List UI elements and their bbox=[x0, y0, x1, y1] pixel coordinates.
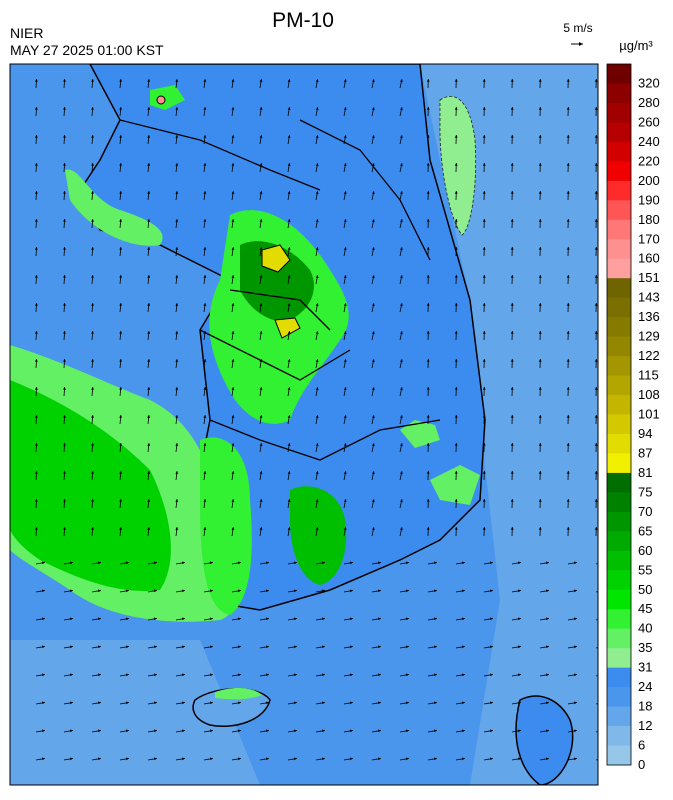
colorbar-swatch bbox=[607, 512, 631, 532]
colorbar-swatch bbox=[607, 83, 631, 103]
colorbar-swatch bbox=[607, 181, 631, 201]
colorbar-label: 180 bbox=[638, 212, 660, 227]
agency: NIER bbox=[10, 25, 43, 41]
colorbar-swatch bbox=[607, 103, 631, 123]
colorbar: 3202802602402202001901801701601511431361… bbox=[607, 64, 660, 772]
colorbar-label: 0 bbox=[638, 757, 645, 772]
colorbar-swatch bbox=[607, 122, 631, 142]
colorbar-swatch bbox=[607, 609, 631, 629]
colorbar-label: 122 bbox=[638, 348, 660, 363]
colorbar-swatch bbox=[607, 200, 631, 220]
colorbar-label: 101 bbox=[638, 407, 660, 422]
colorbar-label: 35 bbox=[638, 640, 652, 655]
map bbox=[10, 64, 605, 785]
colorbar-label: 18 bbox=[638, 699, 652, 714]
colorbar-swatch bbox=[607, 298, 631, 318]
wind-arrow-head bbox=[602, 729, 605, 732]
colorbar-swatch bbox=[607, 492, 631, 512]
unit-label: µg/m³ bbox=[619, 38, 653, 53]
colorbar-swatch bbox=[607, 356, 631, 376]
colorbar-swatch bbox=[607, 668, 631, 688]
colorbar-swatch bbox=[607, 453, 631, 473]
colorbar-label: 280 bbox=[638, 95, 660, 110]
title: PM-10 bbox=[272, 9, 334, 32]
colorbar-swatch bbox=[607, 746, 631, 766]
colorbar-swatch bbox=[607, 687, 631, 707]
colorbar-label: 108 bbox=[638, 387, 660, 402]
wind-arrow-head bbox=[602, 617, 605, 620]
colorbar-swatch bbox=[607, 590, 631, 610]
colorbar-label: 55 bbox=[638, 562, 652, 577]
colorbar-label: 94 bbox=[638, 426, 652, 441]
colorbar-label: 81 bbox=[638, 465, 652, 480]
colorbar-label: 190 bbox=[638, 192, 660, 207]
colorbar-label: 87 bbox=[638, 445, 652, 460]
wind-scale-arrow bbox=[571, 42, 583, 46]
colorbar-label: 60 bbox=[638, 543, 652, 558]
colorbar-swatch bbox=[607, 337, 631, 357]
colorbar-swatch bbox=[607, 570, 631, 590]
hotspot bbox=[157, 96, 165, 104]
wind-arrow-head bbox=[602, 673, 605, 676]
wind-arrow-head bbox=[602, 701, 605, 704]
colorbar-swatch bbox=[607, 259, 631, 279]
colorbar-label: 160 bbox=[638, 251, 660, 266]
wind-arrow-head bbox=[602, 757, 605, 760]
colorbar-label: 200 bbox=[638, 173, 660, 188]
colorbar-swatch bbox=[607, 726, 631, 746]
colorbar-label: 65 bbox=[638, 523, 652, 538]
colorbar-swatch bbox=[607, 220, 631, 240]
colorbar-label: 12 bbox=[638, 718, 652, 733]
wind-arrow-head bbox=[602, 561, 605, 564]
colorbar-label: 129 bbox=[638, 329, 660, 344]
colorbar-label: 50 bbox=[638, 582, 652, 597]
colorbar-label: 220 bbox=[638, 153, 660, 168]
colorbar-swatch bbox=[607, 531, 631, 551]
colorbar-swatch bbox=[607, 239, 631, 259]
colorbar-label: 320 bbox=[638, 75, 660, 90]
colorbar-label: 31 bbox=[638, 660, 652, 675]
colorbar-label: 143 bbox=[638, 290, 660, 305]
datetime: MAY 27 2025 01:00 KST bbox=[10, 42, 164, 58]
colorbar-label: 260 bbox=[638, 114, 660, 129]
colorbar-label: 136 bbox=[638, 309, 660, 324]
colorbar-swatch bbox=[607, 64, 631, 84]
colorbar-swatch bbox=[607, 473, 631, 493]
colorbar-label: 24 bbox=[638, 679, 652, 694]
colorbar-swatch bbox=[607, 551, 631, 571]
colorbar-label: 115 bbox=[638, 368, 659, 383]
colorbar-swatch bbox=[607, 142, 631, 162]
colorbar-label: 45 bbox=[638, 601, 652, 616]
colorbar-swatch bbox=[607, 161, 631, 181]
colorbar-label: 170 bbox=[638, 231, 660, 246]
colorbar-label: 70 bbox=[638, 504, 652, 519]
wind-arrow-head bbox=[602, 645, 605, 648]
colorbar-label: 6 bbox=[638, 738, 645, 753]
colorbar-swatch bbox=[607, 434, 631, 454]
colorbar-label: 40 bbox=[638, 621, 652, 636]
wind-scale-label: 5 m/s bbox=[563, 21, 592, 35]
colorbar-swatch bbox=[607, 707, 631, 727]
colorbar-label: 240 bbox=[638, 134, 660, 149]
colorbar-swatch bbox=[607, 415, 631, 435]
wind-arrow-head bbox=[602, 589, 605, 592]
colorbar-swatch bbox=[607, 629, 631, 649]
colorbar-swatch bbox=[607, 648, 631, 668]
colorbar-swatch bbox=[607, 278, 631, 298]
colorbar-label: 151 bbox=[638, 270, 660, 285]
colorbar-swatch bbox=[607, 317, 631, 337]
colorbar-swatch bbox=[607, 376, 631, 396]
colorbar-label: 75 bbox=[638, 484, 652, 499]
colorbar-swatch bbox=[607, 395, 631, 415]
